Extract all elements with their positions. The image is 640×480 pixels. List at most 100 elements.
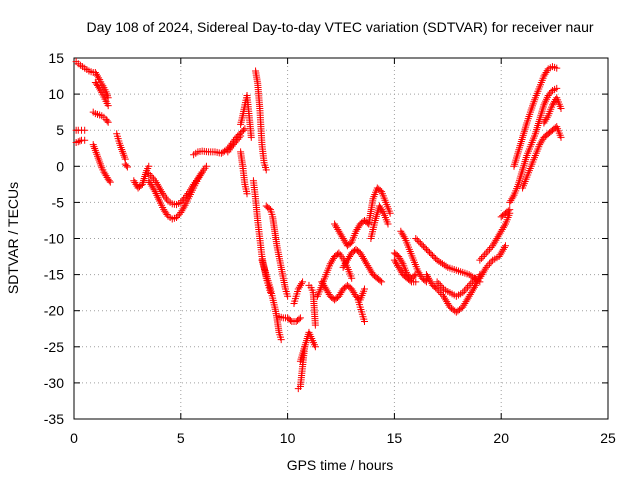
series-track-ad — [354, 296, 368, 326]
data-point — [154, 182, 162, 190]
data-point — [464, 294, 472, 302]
data-point — [546, 90, 554, 98]
data-point — [331, 220, 339, 228]
data-point — [395, 253, 403, 261]
data-point — [202, 162, 210, 170]
data-point — [491, 238, 499, 246]
data-point — [375, 202, 383, 210]
data-point — [426, 276, 434, 284]
data-point — [415, 238, 423, 246]
data-point — [341, 260, 349, 268]
data-point — [353, 225, 361, 233]
series-track-af — [367, 202, 392, 242]
data-point — [357, 251, 365, 259]
data-point — [341, 238, 349, 246]
data-point — [231, 139, 239, 147]
data-point — [359, 254, 367, 262]
data-point — [131, 179, 139, 187]
series-track-aq — [510, 63, 561, 170]
data-point — [228, 142, 236, 150]
y-tick-label: -25 — [44, 339, 64, 355]
data-point — [132, 180, 140, 188]
data-point — [177, 209, 185, 217]
grid-lines — [74, 58, 608, 419]
series-track-u — [275, 312, 304, 326]
series-track-ao — [497, 206, 514, 221]
data-point — [497, 249, 505, 257]
data-point — [151, 177, 159, 185]
data-point — [425, 274, 433, 282]
data-point — [105, 177, 113, 185]
data-point — [196, 172, 204, 180]
data-point — [553, 64, 561, 72]
data-point — [393, 260, 401, 268]
data-point — [414, 267, 422, 275]
data-point — [277, 336, 285, 344]
data-point — [237, 132, 245, 140]
data-point — [440, 261, 448, 269]
data-point — [496, 251, 504, 259]
data-point — [509, 193, 517, 201]
data-point — [490, 240, 498, 248]
data-point — [438, 290, 446, 298]
data-point — [324, 289, 332, 297]
data-point — [297, 280, 305, 288]
series-track-h — [113, 130, 129, 163]
data-point — [104, 118, 112, 126]
data-point — [390, 256, 398, 264]
data-point — [536, 141, 544, 149]
data-point — [146, 171, 154, 179]
data-point — [247, 133, 255, 141]
data-point — [495, 253, 503, 261]
data-point — [322, 285, 330, 293]
series-track-al — [433, 274, 480, 300]
data-point — [81, 126, 89, 134]
data-point — [444, 299, 452, 307]
data-point — [441, 294, 449, 302]
data-point — [333, 224, 341, 232]
data-point — [397, 256, 405, 264]
data-point — [412, 278, 420, 286]
data-point — [557, 133, 565, 141]
data-point — [367, 267, 375, 275]
data-point — [507, 197, 515, 205]
y-tick-label: 15 — [48, 50, 64, 66]
data-point — [543, 114, 551, 122]
data-point — [92, 70, 100, 78]
data-point — [418, 241, 426, 249]
data-point — [433, 256, 441, 264]
x-axis-label: GPS time / hours — [287, 457, 394, 473]
data-point — [93, 72, 101, 80]
series-track-ae — [365, 184, 394, 228]
data-point — [479, 269, 487, 277]
data-point — [194, 175, 202, 183]
series-track-a — [72, 58, 97, 76]
data-point — [149, 184, 157, 192]
data-point — [435, 257, 443, 265]
data-point — [542, 115, 550, 123]
data-point — [463, 296, 471, 304]
data-point — [335, 227, 343, 235]
data-point — [362, 258, 370, 266]
data-point — [104, 102, 112, 110]
data-point — [460, 301, 468, 309]
data-point — [363, 260, 371, 268]
data-point — [349, 287, 357, 295]
data-point — [476, 274, 484, 282]
data-point — [333, 250, 341, 258]
series-track-aa — [318, 278, 368, 304]
data-point — [356, 249, 364, 257]
data-point — [485, 245, 493, 253]
series-track-e — [91, 79, 112, 110]
data-point — [495, 231, 503, 239]
data-point — [234, 135, 242, 143]
data-point — [337, 231, 345, 239]
data-point — [465, 292, 473, 300]
data-point — [499, 224, 507, 232]
data-point — [542, 68, 550, 76]
y-tick-label: -15 — [44, 267, 64, 283]
data-point — [413, 236, 421, 244]
data-point — [157, 186, 165, 194]
x-tick-label: 0 — [70, 430, 78, 446]
series-track-g — [89, 141, 114, 186]
